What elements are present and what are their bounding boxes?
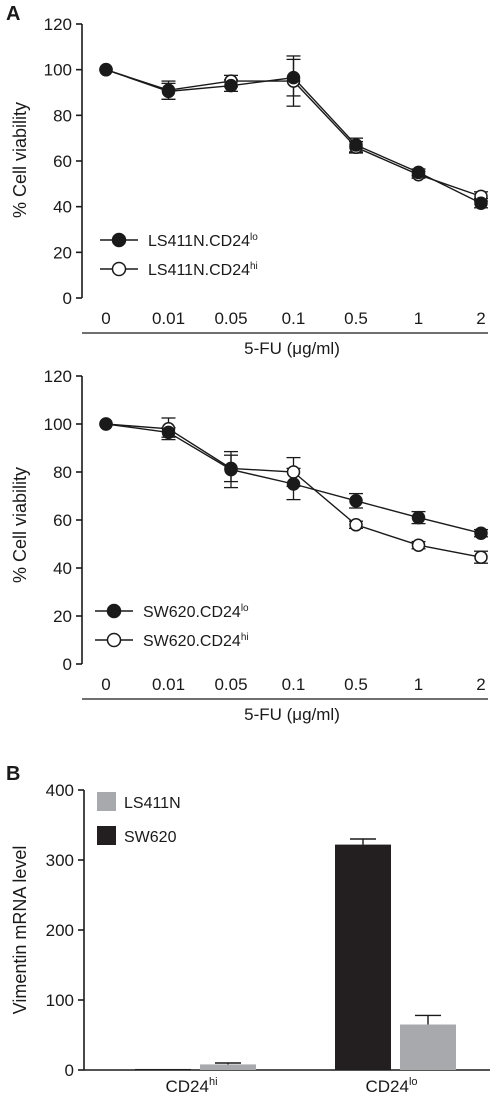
chart-sw620-viability: % Cell viability 5-FU (μg/ml) 0204060801…	[10, 367, 488, 724]
bar	[400, 1024, 456, 1070]
chart2-x-label: 5-FU (μg/ml)	[244, 705, 340, 724]
legend-label: SW620.CD24hi	[143, 632, 249, 650]
data-point	[286, 70, 301, 85]
data-point	[411, 510, 426, 525]
x-tick-label: 0.1	[282, 309, 306, 328]
legend-label: LS411N.CD24hi	[148, 261, 258, 279]
x-tick-label: 1	[414, 675, 423, 694]
x-tick-label: 0.05	[214, 309, 247, 328]
y-tick-label: 80	[53, 463, 72, 482]
y-tick-label: 100	[44, 61, 72, 80]
chart1-x-label: 5-FU (μg/ml)	[244, 339, 340, 358]
bar	[135, 1068, 191, 1070]
y-tick-label: 40	[53, 198, 72, 217]
data-point	[349, 518, 363, 532]
chart1-y-label: % Cell viability	[10, 102, 30, 218]
data-point	[99, 417, 113, 431]
data-point	[161, 425, 176, 440]
data-point	[474, 196, 488, 210]
y-tick-label: 300	[46, 851, 74, 870]
data-point	[161, 84, 176, 99]
data-point	[411, 538, 426, 552]
y-tick-label: 20	[53, 243, 72, 262]
legend-marker	[106, 632, 122, 648]
x-tick-label: 2	[476, 675, 485, 694]
data-point	[286, 477, 301, 491]
y-tick-label: 100	[46, 991, 74, 1010]
x-tick-label: 0.05	[214, 675, 247, 694]
legend-swatch	[97, 792, 116, 811]
data-point	[474, 526, 488, 540]
x-tick-label: 2	[476, 309, 485, 328]
y-tick-label: 0	[63, 655, 72, 674]
data-point	[474, 550, 488, 564]
x-tick-label: 1	[414, 309, 423, 328]
legend-swatch	[97, 826, 116, 845]
x-tick-label: 0.01	[152, 675, 185, 694]
chart-vimentin-bars: Vimentin mRNA level 0 100 200 300 400 CD24hi C…	[10, 781, 490, 1096]
y-tick-label: 100	[44, 415, 72, 434]
x-tick-label: 0.1	[282, 675, 306, 694]
legend-label: SW620	[124, 829, 177, 846]
legend-marker	[111, 232, 127, 248]
chart3-y-label: Vimentin mRNA level	[10, 846, 30, 1015]
data-point	[349, 138, 363, 152]
x-tick-label: 0.5	[344, 309, 368, 328]
legend-label: LS411N.CD24lo	[148, 232, 258, 250]
x-tick-label: 0	[101, 675, 110, 694]
data-point	[349, 494, 363, 508]
y-tick-label: 60	[53, 511, 72, 530]
y-tick-label: 120	[44, 367, 72, 386]
chart-ls411n-viability: % Cell viability 5-FU (μg/ml) 0204060801…	[10, 15, 488, 358]
y-tick-label: 20	[53, 607, 72, 626]
y-tick-label: 400	[46, 781, 74, 800]
y-tick-label: 0	[63, 289, 72, 308]
y-tick-label: 40	[53, 559, 72, 578]
bar	[200, 1064, 256, 1070]
y-tick-label: 120	[44, 15, 72, 34]
panel-b-label: B	[6, 763, 20, 785]
legend-label: SW620.CD24lo	[143, 603, 249, 621]
y-tick-label: 0	[65, 1061, 74, 1080]
legend-label: LS411N	[124, 795, 181, 812]
category-label: CD24lo	[365, 1076, 417, 1096]
chart2-y-label: % Cell viability	[10, 467, 30, 583]
bar	[335, 844, 391, 1070]
legend-marker	[106, 603, 122, 619]
data-point	[224, 462, 238, 477]
x-tick-label: 0.01	[152, 309, 185, 328]
x-tick-label: 0	[101, 309, 110, 328]
y-tick-label: 80	[53, 106, 72, 125]
y-tick-label: 200	[46, 921, 74, 940]
data-point	[286, 465, 301, 479]
y-tick-label: 60	[53, 152, 72, 171]
x-tick-label: 0.5	[344, 675, 368, 694]
data-point	[224, 78, 238, 93]
data-point	[99, 62, 113, 77]
category-label: CD24hi	[165, 1076, 217, 1096]
data-point	[411, 165, 426, 180]
panel-a-label: A	[6, 3, 20, 25]
legend-marker	[111, 261, 127, 277]
